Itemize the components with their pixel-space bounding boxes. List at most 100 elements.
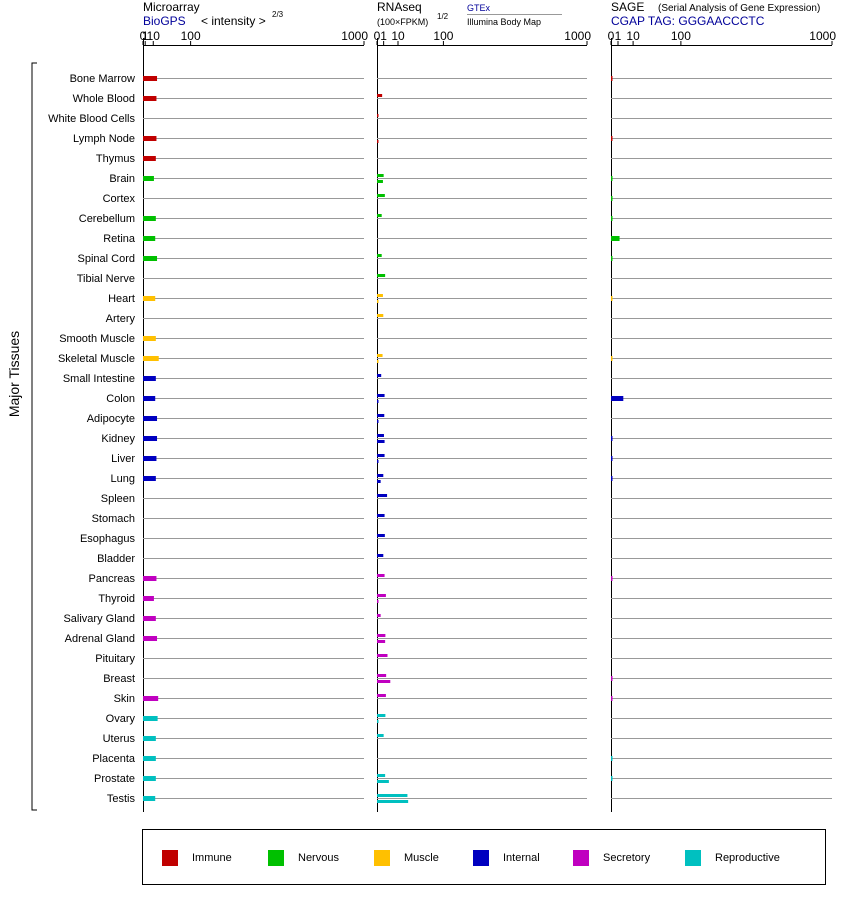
tissue-label-kidney: Kidney bbox=[101, 433, 135, 445]
microarray-bar-ovary bbox=[143, 716, 158, 721]
group-bracket bbox=[31, 62, 37, 811]
sage-bar-placenta bbox=[611, 756, 613, 761]
sage-tick-label-0: 0 bbox=[608, 29, 615, 43]
rnaseq-bar-cortex-gtex bbox=[377, 194, 385, 197]
sage-bar-spinal-cord bbox=[611, 256, 613, 261]
rnaseq-bar-liver-illumina-body-map bbox=[377, 460, 379, 463]
sage-bar-retina bbox=[611, 236, 620, 241]
microarray-tick-label-1: 1 bbox=[142, 29, 149, 43]
tissue-label-prostate: Prostate bbox=[94, 773, 135, 785]
microarray-bar-pancreas bbox=[143, 576, 157, 581]
rnaseq-bar-esophagus-gtex bbox=[377, 534, 385, 537]
tissue-label-brain: Brain bbox=[109, 173, 135, 185]
legend-label-immune: Immune bbox=[192, 852, 232, 864]
sage-bar-breast bbox=[611, 676, 613, 681]
rnaseq-bar-bladder-gtex bbox=[377, 554, 384, 557]
tissue-label-tibial-nerve: Tibial Nerve bbox=[77, 273, 135, 285]
rnaseq-exponent: 1/2 bbox=[437, 12, 449, 21]
rnaseq-bar-whole-blood-gtex bbox=[377, 94, 383, 97]
rnaseq-bar-heart-gtex bbox=[377, 294, 383, 297]
rnaseq-bar-thyroid-gtex bbox=[377, 594, 386, 597]
rnaseq-tick-label-100: 100 bbox=[433, 29, 453, 43]
rnaseq-bar-thyroid-illumina-body-map bbox=[377, 600, 379, 603]
microarray-bar-smooth-muscle bbox=[143, 336, 156, 341]
legend-label-nervous: Nervous bbox=[298, 852, 339, 864]
legend-item-secretory: Secretory bbox=[573, 850, 650, 866]
tissue-label-testis: Testis bbox=[107, 793, 136, 805]
legend-item-muscle: Muscle bbox=[374, 850, 439, 866]
sage-bar-lymph-node bbox=[611, 136, 613, 141]
microarray-bar-thyroid bbox=[143, 596, 154, 601]
microarray-bar-uterus bbox=[143, 736, 156, 741]
sage-tick-label-1: 1 bbox=[615, 29, 622, 43]
microarray-bar-adipocyte bbox=[143, 416, 158, 421]
rnaseq-bar-skeletal-muscle-gtex bbox=[377, 354, 383, 357]
microarray-bar-lymph-node bbox=[143, 136, 157, 141]
microarray-bar-skeletal-muscle bbox=[143, 356, 159, 361]
rnaseq-bar-prostate-illumina-body-map bbox=[377, 780, 389, 783]
tissue-label-colon: Colon bbox=[106, 393, 135, 405]
rnaseq-bar-skin-gtex bbox=[377, 694, 386, 697]
rnaseq-bar-lymph-node-illumina-body-map bbox=[377, 140, 379, 143]
sage-bar-heart bbox=[611, 296, 613, 301]
sage-tag: CGAP TAG: GGGAACCCTC bbox=[611, 14, 765, 28]
rnaseq-bar-testis-illumina-body-map bbox=[377, 800, 409, 803]
rnaseq-bar-adipocyte-gtex bbox=[377, 414, 385, 417]
tissue-label-lung: Lung bbox=[111, 473, 135, 485]
sage-bar-brain bbox=[611, 176, 613, 181]
sage-bar-skin bbox=[611, 696, 613, 701]
rnaseq-bar-pancreas-gtex bbox=[377, 574, 385, 577]
group-label: Major Tissues bbox=[6, 331, 22, 417]
rnaseq-bar-ovary-gtex bbox=[377, 714, 386, 717]
tissue-label-pituitary: Pituitary bbox=[95, 653, 135, 665]
tissue-label-salivary-gland: Salivary Gland bbox=[63, 613, 135, 625]
rnaseq-source-gtex: GTEx bbox=[467, 3, 491, 13]
rnaseq-bar-cerebellum-gtex bbox=[377, 214, 382, 217]
legend-swatch-internal bbox=[473, 850, 489, 866]
rnaseq-bar-liver-gtex bbox=[377, 454, 385, 457]
microarray-exponent: 2/3 bbox=[272, 10, 284, 19]
rnaseq-title: RNAseq bbox=[377, 0, 422, 14]
microarray-bar-colon bbox=[143, 396, 156, 401]
legend-swatch-reproductive bbox=[685, 850, 701, 866]
tissue-label-breast: Breast bbox=[103, 673, 135, 685]
sage-tick-label-1000: 1000 bbox=[809, 29, 836, 43]
microarray-bar-skin bbox=[143, 696, 159, 701]
legend-item-reproductive: Reproductive bbox=[685, 850, 780, 866]
legend-label-reproductive: Reproductive bbox=[715, 852, 780, 864]
sage-tick-label-10: 10 bbox=[626, 29, 640, 43]
microarray-source: BioGPS bbox=[143, 14, 186, 28]
tissue-label-retina: Retina bbox=[103, 233, 136, 245]
tissue-label-stomach: Stomach bbox=[92, 513, 135, 525]
tissue-label-bone-marrow: Bone Marrow bbox=[70, 73, 135, 85]
tissue-label-spleen: Spleen bbox=[101, 493, 135, 505]
tissue-label-cerebellum: Cerebellum bbox=[79, 213, 135, 225]
sage-bar-cortex bbox=[611, 196, 613, 201]
sage-subtitle: (Serial Analysis of Gene Expression) bbox=[658, 3, 820, 14]
tissue-label-placenta: Placenta bbox=[92, 753, 136, 765]
rnaseq-bar-brain-illumina-body-map bbox=[377, 180, 383, 183]
tissue-label-smooth-muscle: Smooth Muscle bbox=[59, 333, 135, 345]
microarray-bar-salivary-gland bbox=[143, 616, 156, 621]
rnaseq-bar-artery-gtex bbox=[377, 314, 384, 317]
microarray-bar-placenta bbox=[143, 756, 156, 761]
tissue-label-skeletal-muscle: Skeletal Muscle bbox=[58, 353, 135, 365]
legend-item-immune: Immune bbox=[162, 850, 232, 866]
rnaseq-bar-spinal-cord-gtex bbox=[377, 254, 382, 257]
microarray-tick-label-0: 0 bbox=[140, 29, 147, 43]
legend-item-nervous: Nervous bbox=[268, 850, 339, 866]
tissue-label-white-blood-cells: White Blood Cells bbox=[48, 113, 135, 125]
sage-bar-kidney bbox=[611, 436, 613, 441]
sage-bar-cerebellum bbox=[611, 216, 613, 221]
legend-swatch-immune bbox=[162, 850, 178, 866]
microarray-bar-bone-marrow bbox=[143, 76, 158, 81]
rnaseq-bar-skeletal-muscle-illumina-body-map bbox=[377, 360, 379, 363]
rnaseq-bar-ovary-illumina-body-map bbox=[377, 720, 379, 723]
tissue-label-uterus: Uterus bbox=[103, 733, 136, 745]
microarray-bar-kidney bbox=[143, 436, 158, 441]
tissue-label-small-intestine: Small Intestine bbox=[63, 373, 135, 385]
microarray-bar-thymus bbox=[143, 156, 156, 161]
microarray-bar-liver bbox=[143, 456, 157, 461]
rnaseq-bar-colon-gtex bbox=[377, 394, 385, 397]
